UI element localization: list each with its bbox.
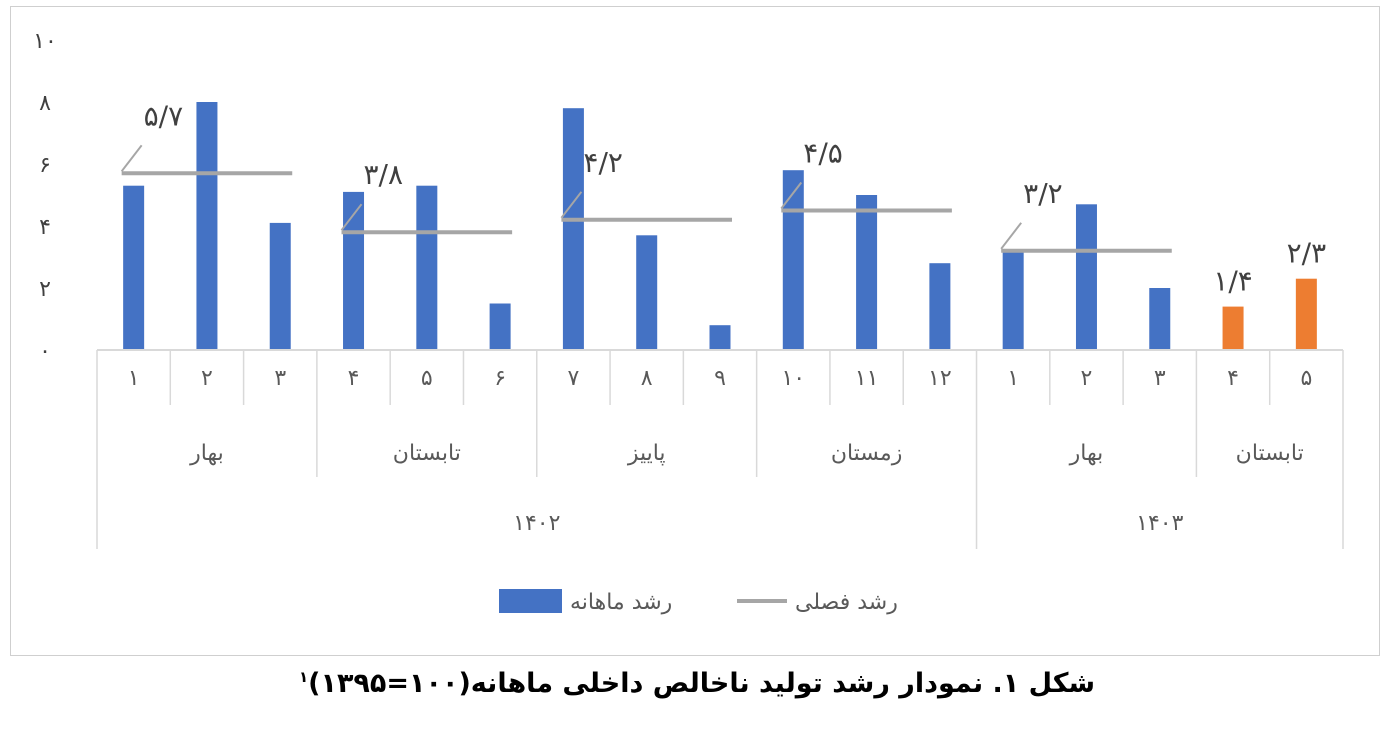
seasonal-label: ۳/۸ [364, 158, 404, 191]
x-tick-season: بهار [189, 441, 224, 466]
monthly-bar [929, 263, 951, 350]
monthly-bar [416, 185, 438, 350]
x-tick-season: پاییز [627, 441, 666, 466]
x-tick-season: تابستان [1236, 441, 1304, 466]
seasonal-label: ۴/۵ [803, 137, 843, 170]
y-tick-label: ۲ [39, 277, 51, 302]
seasonal-label: ۳/۲ [1023, 177, 1063, 210]
x-tick-month: ۳ [274, 366, 286, 391]
x-tick-month: ۱ [128, 366, 140, 391]
y-tick-label: ۰ [39, 339, 51, 364]
seasonal-leader [560, 191, 583, 219]
y-tick-label: ۸ [39, 91, 51, 116]
highlight-bar [1295, 278, 1317, 350]
monthly-bar [489, 303, 511, 350]
x-tick-month: ۸ [641, 366, 653, 391]
monthly-bar [562, 108, 584, 350]
monthly-bar [856, 195, 878, 350]
seasonal-leader [340, 203, 363, 231]
seasonal-lines [120, 144, 1172, 253]
x-tick-month: ۳ [1154, 366, 1166, 391]
x-tick-month: ۴ [348, 366, 360, 391]
x-tick-month: ۹ [714, 366, 726, 391]
monthly-bar [196, 102, 218, 350]
x-tick-month: ۱۲ [928, 366, 952, 391]
x-tick-month: ۲ [201, 366, 213, 391]
monthly-bar [269, 222, 291, 350]
chart-frame [10, 6, 1380, 656]
monthly-bars [123, 102, 1317, 350]
x-tick-month: ۱ [1007, 366, 1019, 391]
legend-bar-swatch [499, 589, 562, 613]
legend-seasonal-label: رشد فصلی [795, 590, 898, 615]
x-tick-season: زمستان [831, 441, 903, 466]
seasonal-leader [120, 144, 143, 172]
x-tick-year: ۱۴۰۳ [1136, 511, 1183, 536]
seasonal-leader [1000, 222, 1022, 250]
caption-text: شکل ۱. نمودار رشد تولید ناخالص داخلی ماه… [308, 668, 1096, 699]
monthly-bar [709, 325, 731, 350]
monthly-bar [123, 185, 145, 350]
x-tick-month: ۷ [567, 366, 579, 391]
y-tick-label: ۶ [39, 153, 51, 178]
figure-caption: شکل ۱. نمودار رشد تولید ناخالص داخلی ماه… [0, 668, 1394, 699]
seasonal-label: ۴/۲ [583, 146, 623, 179]
x-tick-month: ۵ [1300, 366, 1312, 391]
x-tick-month: ۴ [1227, 366, 1239, 391]
highlight-bar-label: ۲/۳ [1287, 237, 1327, 270]
seasonal-label: ۵/۷ [144, 99, 184, 132]
monthly-bar [1075, 204, 1097, 350]
x-tick-month: ۱۰ [781, 366, 805, 391]
data-labels: ۱/۴ ۲/۳ ۵/۷ ۳/۸ ۴/۲ ۴/۵ ۳/۲ [144, 99, 1326, 297]
highlight-bar-label: ۱/۴ [1213, 265, 1253, 298]
monthly-bar [1149, 288, 1171, 350]
y-tick-label: ۴ [39, 215, 51, 240]
x-tick-season: تابستان [393, 441, 461, 466]
legend: رشد ماهانه رشد فصلی [499, 589, 898, 615]
highlight-bar [1222, 306, 1244, 350]
seasonal-leader [780, 181, 803, 210]
x-tick-month: ۶ [494, 366, 506, 391]
x-tick-season: بهار [1069, 441, 1104, 466]
y-axis-ticks: ۰ ۲ ۴ ۶ ۸ ۱۰ [33, 29, 57, 364]
x-tick-month: ۱۱ [855, 366, 879, 391]
monthly-bar [782, 170, 804, 350]
monthly-bar [1002, 250, 1024, 350]
x-tick-year: ۱۴۰۲ [513, 511, 560, 536]
monthly-bar [636, 235, 658, 350]
caption-footnote: ۱ [298, 668, 309, 686]
x-tick-month: ۲ [1081, 366, 1093, 391]
y-tick-label: ۱۰ [33, 29, 57, 54]
x-tick-month: ۵ [421, 366, 433, 391]
legend-monthly-label: رشد ماهانه [570, 590, 672, 615]
